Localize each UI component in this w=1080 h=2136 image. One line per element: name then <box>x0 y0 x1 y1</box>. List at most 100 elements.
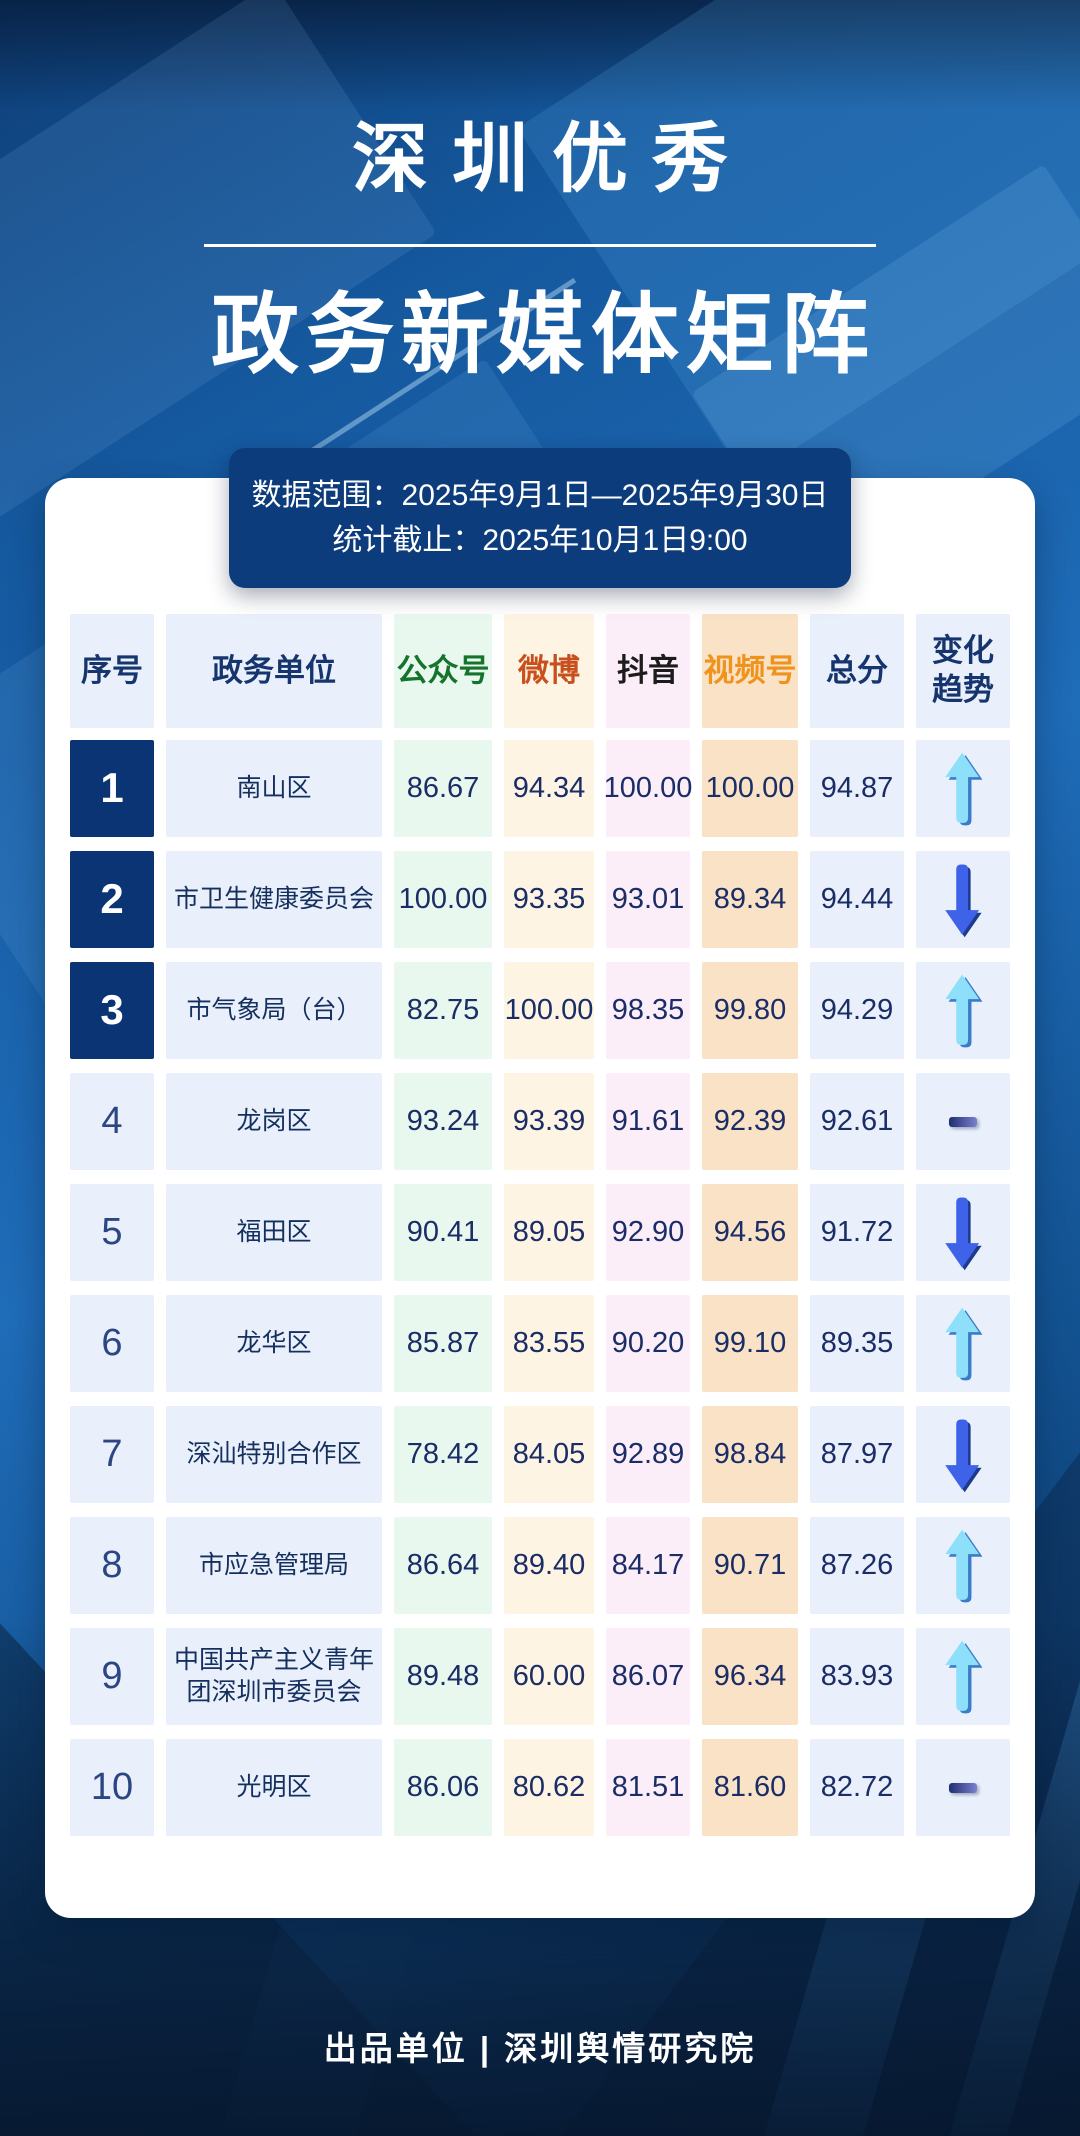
trend-cell <box>916 851 1010 948</box>
unit-cell: 龙岗区 <box>166 1073 382 1170</box>
trend-cell <box>916 1739 1010 1836</box>
rank-cell: 4 <box>70 1073 154 1170</box>
total-score-cell: 87.26 <box>810 1517 904 1614</box>
score-cell-douyin: 98.35 <box>606 962 690 1059</box>
unit-cell: 福田区 <box>166 1184 382 1281</box>
total-score-cell: 94.44 <box>810 851 904 948</box>
score-cell-weibo: 89.40 <box>504 1517 594 1614</box>
trend-flat-dash-icon <box>949 1116 977 1127</box>
data-range-box: 数据范围：2025年9月1日—2025年9月30日 统计截止：2025年10月1… <box>229 448 851 588</box>
trend-cell <box>916 1628 1010 1725</box>
table-body: 1 南山区 86.67 94.34 100.00 100.00 94.87 2 … <box>70 740 1010 1836</box>
rank-cell: 3 <box>70 962 154 1059</box>
score-cell-douyin: 84.17 <box>606 1517 690 1614</box>
score-cell-wechat: 86.64 <box>394 1517 492 1614</box>
unit-cell: 市应急管理局 <box>166 1517 382 1614</box>
title-divider <box>204 244 876 247</box>
table-card: 序号 政务单位 公众号 微博 抖音 视频号 总分 变化趋势 1 南山区 86.67 94.34… <box>45 478 1035 1918</box>
column-header-shipinhao: 视频号 <box>702 614 798 728</box>
rank-cell: 2 <box>70 851 154 948</box>
trend-cell <box>916 1406 1010 1503</box>
score-cell-weibo: 93.39 <box>504 1073 594 1170</box>
rank-cell: 6 <box>70 1295 154 1392</box>
score-cell-shipinhao: 99.80 <box>702 962 798 1059</box>
score-cell-douyin: 100.00 <box>604 740 692 837</box>
table-row: 10 光明区 86.06 80.62 81.51 81.60 82.72 <box>70 1739 1010 1836</box>
column-header-weibo: 微博 <box>504 614 594 728</box>
table-row: 7 深汕特别合作区 78.42 84.05 92.89 98.84 87.97 <box>70 1406 1010 1503</box>
trend-cell <box>916 1517 1010 1614</box>
score-cell-wechat: 85.87 <box>394 1295 492 1392</box>
total-score-cell: 82.72 <box>810 1739 904 1836</box>
table-row: 9 中国共产主义青年团深圳市委员会 89.48 60.00 86.07 96.3… <box>70 1628 1010 1725</box>
column-header-trend: 变化趋势 <box>916 614 1010 728</box>
table-row: 1 南山区 86.67 94.34 100.00 100.00 94.87 <box>70 740 1010 837</box>
column-header-wechat: 公众号 <box>394 614 492 728</box>
score-cell-douyin: 92.90 <box>606 1184 690 1281</box>
score-cell-douyin: 91.61 <box>606 1073 690 1170</box>
rank-cell: 8 <box>70 1517 154 1614</box>
trend-flat-dash-icon <box>949 1782 977 1793</box>
score-cell-shipinhao: 81.60 <box>702 1739 798 1836</box>
poster-title-line2: 政务新媒体矩阵 <box>210 285 876 384</box>
score-cell-shipinhao: 100.00 <box>702 740 798 837</box>
hero-header: 深圳优秀 政务新媒体矩阵 <box>0 122 1080 379</box>
total-score-cell: 83.93 <box>810 1628 904 1725</box>
total-score-cell: 87.97 <box>810 1406 904 1503</box>
stat-deadline-line: 统计截止：2025年10月1日9:00 <box>332 524 748 557</box>
score-cell-douyin: 93.01 <box>606 851 690 948</box>
trend-cell <box>916 1184 1010 1281</box>
score-cell-shipinhao: 92.39 <box>702 1073 798 1170</box>
score-cell-wechat: 78.42 <box>394 1406 492 1503</box>
column-header-douyin: 抖音 <box>606 614 690 728</box>
table-row: 4 龙岗区 93.24 93.39 91.61 92.39 92.61 <box>70 1073 1010 1170</box>
table-row: 8 市应急管理局 86.64 89.40 84.17 90.71 87.26 <box>70 1517 1010 1614</box>
unit-cell: 市气象局（台） <box>166 962 382 1059</box>
score-cell-shipinhao: 94.56 <box>702 1184 798 1281</box>
rank-cell: 7 <box>70 1406 154 1503</box>
score-cell-weibo: 93.35 <box>504 851 594 948</box>
score-cell-douyin: 86.07 <box>606 1628 690 1725</box>
score-cell-weibo: 89.05 <box>504 1184 594 1281</box>
column-header-total: 总分 <box>810 614 904 728</box>
column-header-unit: 政务单位 <box>166 614 382 728</box>
score-cell-shipinhao: 99.10 <box>702 1295 798 1392</box>
table-row: 2 市卫生健康委员会 100.00 93.35 93.01 89.34 94.4… <box>70 851 1010 948</box>
rank-cell: 1 <box>70 740 154 837</box>
score-cell-shipinhao: 89.34 <box>702 851 798 948</box>
score-cell-douyin: 81.51 <box>606 1739 690 1836</box>
score-cell-wechat: 86.67 <box>394 740 492 837</box>
score-cell-shipinhao: 90.71 <box>702 1517 798 1614</box>
table-row: 5 福田区 90.41 89.05 92.90 94.56 91.72 <box>70 1184 1010 1281</box>
rank-cell: 9 <box>70 1628 154 1725</box>
trend-cell <box>916 1073 1010 1170</box>
trend-up-arrow-icon <box>945 1640 983 1713</box>
score-cell-wechat: 90.41 <box>394 1184 492 1281</box>
score-cell-douyin: 90.20 <box>606 1295 690 1392</box>
unit-cell: 深汕特别合作区 <box>166 1406 382 1503</box>
trend-down-arrow-icon <box>945 863 982 937</box>
total-score-cell: 91.72 <box>810 1184 904 1281</box>
unit-cell: 南山区 <box>166 740 382 837</box>
score-cell-weibo: 94.34 <box>504 740 594 837</box>
table-row: 3 市气象局（台） 82.75 100.00 98.35 99.80 94.29 <box>70 962 1010 1059</box>
total-score-cell: 92.61 <box>810 1073 904 1170</box>
unit-cell: 龙华区 <box>166 1295 382 1392</box>
score-cell-wechat: 100.00 <box>394 851 492 948</box>
poster-title-line1: 深圳优秀 <box>352 117 752 202</box>
column-header-rank: 序号 <box>70 614 154 728</box>
data-range-line: 数据范围：2025年9月1日—2025年9月30日 <box>251 479 829 512</box>
score-cell-weibo: 83.55 <box>504 1295 594 1392</box>
trend-down-arrow-icon <box>945 1196 982 1270</box>
trend-cell <box>916 962 1010 1059</box>
rank-cell: 10 <box>70 1739 154 1836</box>
score-cell-wechat: 93.24 <box>394 1073 492 1170</box>
unit-cell: 光明区 <box>166 1739 382 1836</box>
total-score-cell: 94.29 <box>810 962 904 1059</box>
trend-up-arrow-icon <box>945 752 983 825</box>
trend-up-arrow-icon <box>945 974 983 1047</box>
unit-cell: 市卫生健康委员会 <box>166 851 382 948</box>
trend-up-arrow-icon <box>945 1307 983 1380</box>
score-cell-weibo: 60.00 <box>504 1628 594 1725</box>
